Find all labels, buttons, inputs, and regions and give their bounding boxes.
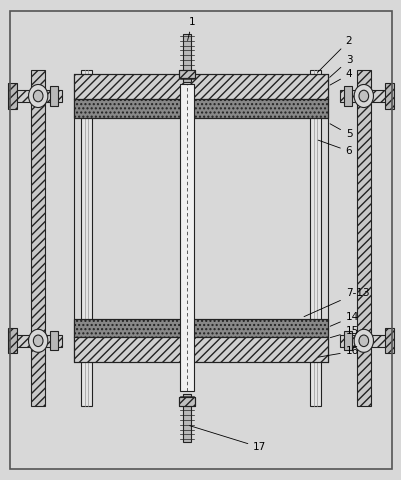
Bar	[74, 319, 327, 337]
Bar	[182, 394, 191, 442]
Text: 15: 15	[330, 326, 358, 337]
Text: 6: 6	[318, 140, 351, 156]
Bar	[14, 335, 62, 347]
Bar	[384, 84, 393, 108]
Circle shape	[353, 84, 373, 108]
Bar	[74, 74, 327, 99]
Circle shape	[358, 335, 368, 347]
Bar	[339, 335, 387, 347]
Bar	[356, 70, 370, 406]
Bar	[74, 319, 327, 362]
Bar	[74, 74, 327, 118]
Bar	[356, 70, 370, 406]
Bar	[343, 86, 351, 106]
Text: 4: 4	[329, 70, 351, 85]
Bar	[8, 328, 17, 353]
Bar	[178, 397, 194, 406]
Circle shape	[33, 335, 43, 347]
Bar	[74, 337, 327, 362]
Bar	[384, 328, 393, 353]
Bar	[81, 70, 92, 406]
Text: 5: 5	[329, 124, 351, 139]
Bar	[178, 397, 194, 406]
Bar	[14, 90, 62, 102]
Bar	[178, 70, 194, 78]
Bar	[50, 86, 58, 106]
Bar	[178, 70, 194, 78]
Bar	[8, 84, 17, 108]
Bar	[182, 34, 191, 82]
Text: 17: 17	[189, 426, 266, 452]
Bar	[31, 70, 45, 406]
Bar	[343, 331, 351, 350]
Circle shape	[28, 329, 48, 352]
Text: 1: 1	[187, 17, 195, 40]
Bar	[339, 90, 387, 102]
Text: 16: 16	[318, 347, 358, 357]
Circle shape	[358, 90, 368, 102]
Circle shape	[28, 84, 48, 108]
Circle shape	[353, 329, 373, 352]
Bar	[74, 99, 327, 118]
Bar	[31, 70, 45, 406]
Bar	[50, 331, 58, 350]
Bar	[309, 70, 320, 406]
Bar	[179, 84, 194, 391]
Circle shape	[33, 90, 43, 102]
Text: 7-13: 7-13	[303, 288, 369, 317]
Text: 14: 14	[329, 312, 358, 326]
Text: 2: 2	[317, 36, 351, 72]
Text: 3: 3	[329, 55, 351, 77]
